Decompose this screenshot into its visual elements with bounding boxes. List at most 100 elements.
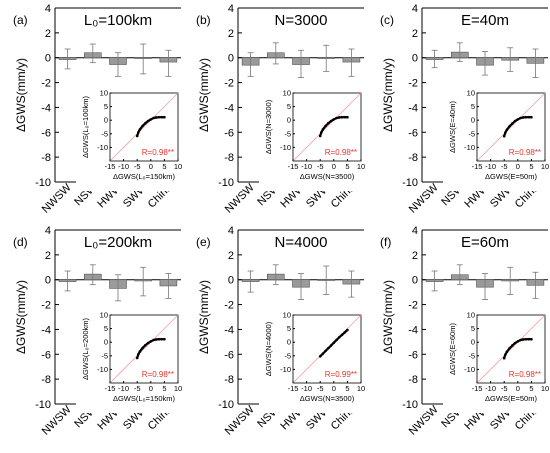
y-tick-label: -10	[402, 177, 418, 189]
one-to-one-line	[476, 314, 546, 384]
inset-point	[516, 118, 520, 121]
panel-d: 420-2-4-6-8-10ΔGWS(mm/y)NWSWNSWHWWSWWChi…	[13, 225, 184, 438]
y-tick-label: -8	[224, 152, 234, 164]
inset-y-tick-label: 5	[471, 102, 475, 111]
panel-title: L₀=200km	[84, 234, 152, 251]
panel-e: 420-2-4-6-8-10ΔGWS(mm/y)NWSWNSWHWWSWWChi…	[196, 225, 367, 438]
inset-y-tick-label: 10	[467, 89, 475, 98]
inset-point	[152, 116, 155, 120]
inset-point	[144, 121, 147, 125]
inset-point	[516, 340, 520, 343]
y-tick-label: 2	[45, 28, 51, 40]
y-tick-label: -10	[218, 399, 234, 411]
inset-y-tick-label: 0	[104, 338, 108, 347]
inset-point	[519, 116, 522, 120]
inset-y-tick-label: 5	[104, 102, 108, 111]
inset-x-tick-label: 10	[541, 384, 549, 393]
inset-point	[154, 116, 158, 119]
y-tick-label: -6	[408, 349, 418, 361]
inset-point	[318, 355, 322, 358]
panel-title: N=3000	[275, 12, 328, 29]
inset-x-tick-label: -15	[105, 162, 116, 171]
inset-point	[321, 128, 325, 131]
inset-y-tick-label: 10	[467, 311, 475, 320]
inset-point	[324, 124, 327, 128]
inset-x-tick-label: -10	[301, 162, 312, 171]
inset-point	[329, 119, 333, 123]
inset-x-tick-label: 10	[174, 162, 182, 171]
inset-point	[502, 356, 506, 360]
inset-x-tick-label: 5	[345, 162, 349, 171]
y-tick-label: -4	[408, 324, 418, 336]
panel-title: E=60m	[461, 234, 509, 251]
inset-y-tick-label: -5	[101, 351, 108, 360]
y-tick-label: 2	[45, 250, 51, 262]
inset-x-tick-label: -10	[485, 384, 496, 393]
inset-x-tick-label: -15	[288, 162, 299, 171]
inset-x-tick-label: -10	[118, 384, 129, 393]
inset-x-tick-label: 0	[332, 384, 336, 393]
inset-plot: -15 -10 -5 0 5 10-10-50510R=0.98**ΔGWS(E=50m)…	[443, 89, 550, 191]
y-tick-label: 4	[45, 3, 51, 15]
panel-title: L₀=100km	[84, 12, 152, 29]
inset-x-tick-label: 5	[162, 162, 166, 171]
inset-x-tick-label: -10	[485, 162, 496, 171]
y-axis-label: ΔGWS(mm/y)	[14, 280, 28, 354]
inset-point	[163, 337, 166, 341]
inset-x-label: ΔGWS(E=50m)	[485, 172, 537, 181]
y-tick-label: -6	[224, 349, 234, 361]
inset-point	[346, 115, 349, 119]
panel-title: E=40m	[461, 12, 509, 29]
inset-y-tick-label: -10	[97, 365, 108, 374]
inset-point	[530, 337, 533, 341]
inset-y-tick-label: -5	[468, 351, 475, 360]
y-tick-label: -4	[41, 324, 51, 336]
inset-y-tick-label: -10	[464, 143, 475, 152]
y-tick-label: -8	[41, 152, 51, 164]
inset-y-label: ΔGWS(N=4000)	[264, 321, 273, 376]
inset-x-tick-label: 5	[529, 162, 533, 171]
y-tick-label: 4	[412, 225, 418, 237]
inset-y-tick-label: 5	[104, 324, 108, 333]
inset-point	[327, 121, 330, 125]
panel-letter: (b)	[196, 13, 211, 27]
y-axis-label: ΔGWS(mm/y)	[381, 58, 395, 132]
inset-point	[321, 352, 325, 355]
inset-point	[335, 338, 338, 342]
panel-a: 420-2-4-6-8-10ΔGWS(mm/y)NWSWNSWHWWSWWChi…	[13, 3, 184, 216]
y-tick-label: 4	[228, 3, 234, 15]
inset-x-tick-label: -5	[317, 162, 324, 171]
inset-point	[503, 353, 507, 357]
inset-y-tick-label: -5	[284, 129, 291, 138]
inset-x-tick-label: -5	[501, 162, 508, 171]
inset-point	[154, 338, 158, 341]
inset-point	[332, 118, 336, 121]
one-to-one-line	[109, 92, 179, 162]
inset-point	[138, 128, 142, 131]
y-tick-label: -10	[35, 399, 51, 411]
inset-point	[530, 115, 533, 119]
y-tick-label: 2	[412, 250, 418, 262]
inset-point	[340, 333, 344, 337]
y-tick-label: 2	[228, 250, 234, 262]
inset-x-tick-label: -15	[472, 162, 483, 171]
y-tick-label: 0	[412, 275, 418, 287]
y-tick-label: 0	[45, 275, 51, 287]
inset-point	[508, 346, 511, 350]
inset-point	[141, 346, 144, 350]
inset-point	[505, 128, 509, 132]
inset-plot: -15 -10 -5 0 5 10-10-50510R=0.99**ΔGWS(N=3500…	[259, 311, 367, 413]
y-tick-label: -4	[224, 102, 234, 114]
inset-x-tick-label: -15	[472, 384, 483, 393]
inset-point	[505, 350, 509, 354]
one-to-one-line	[109, 314, 179, 384]
inset-correlation: R=0.99**	[325, 370, 357, 379]
inset-point	[136, 353, 140, 356]
inset-x-tick-label: 10	[174, 384, 182, 393]
inset-point	[332, 341, 336, 345]
y-tick-label: 2	[228, 28, 234, 40]
y-tick-label: -10	[35, 177, 51, 189]
inset-y-tick-label: -5	[468, 129, 475, 138]
one-to-one-line	[476, 92, 546, 162]
panel-f: 420-2-4-6-8-10ΔGWS(mm/y)NWSWNSWHWWSWWChi…	[380, 225, 550, 438]
